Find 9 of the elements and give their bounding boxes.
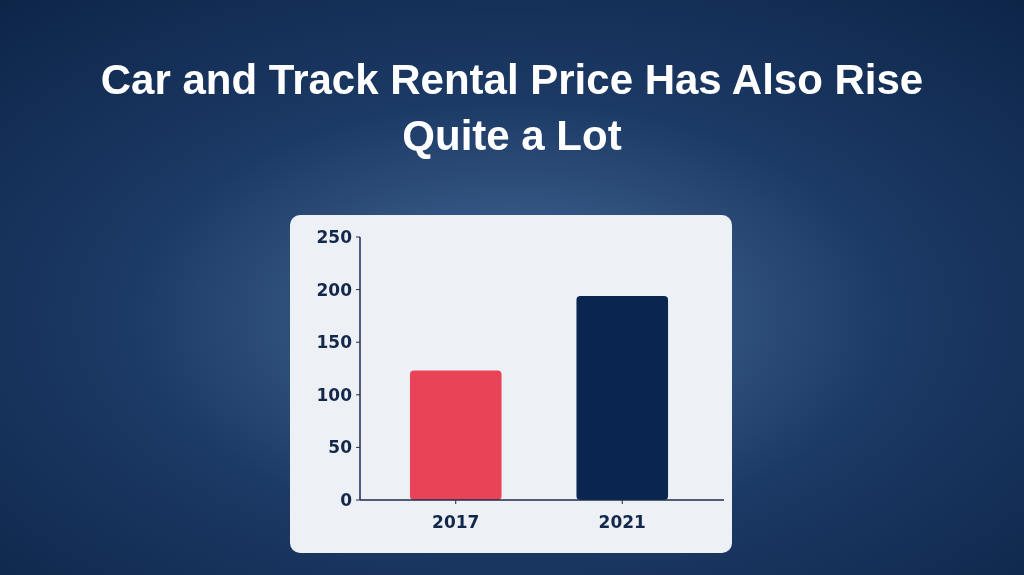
y-tick-label: 150 bbox=[316, 332, 353, 353]
y-tick-label: 250 bbox=[316, 226, 353, 247]
x-tick-label: 2021 bbox=[598, 512, 646, 532]
chart-title: Car and Track Rental Price Has Also Rise Quite a Lot bbox=[100, 56, 924, 159]
y-tick-label: 100 bbox=[316, 384, 353, 405]
y-tick-label: 50 bbox=[328, 437, 353, 458]
x-tick-label: 2017 bbox=[432, 512, 480, 532]
y-tick-label: 0 bbox=[340, 489, 353, 510]
y-tick-label: 200 bbox=[316, 279, 353, 300]
